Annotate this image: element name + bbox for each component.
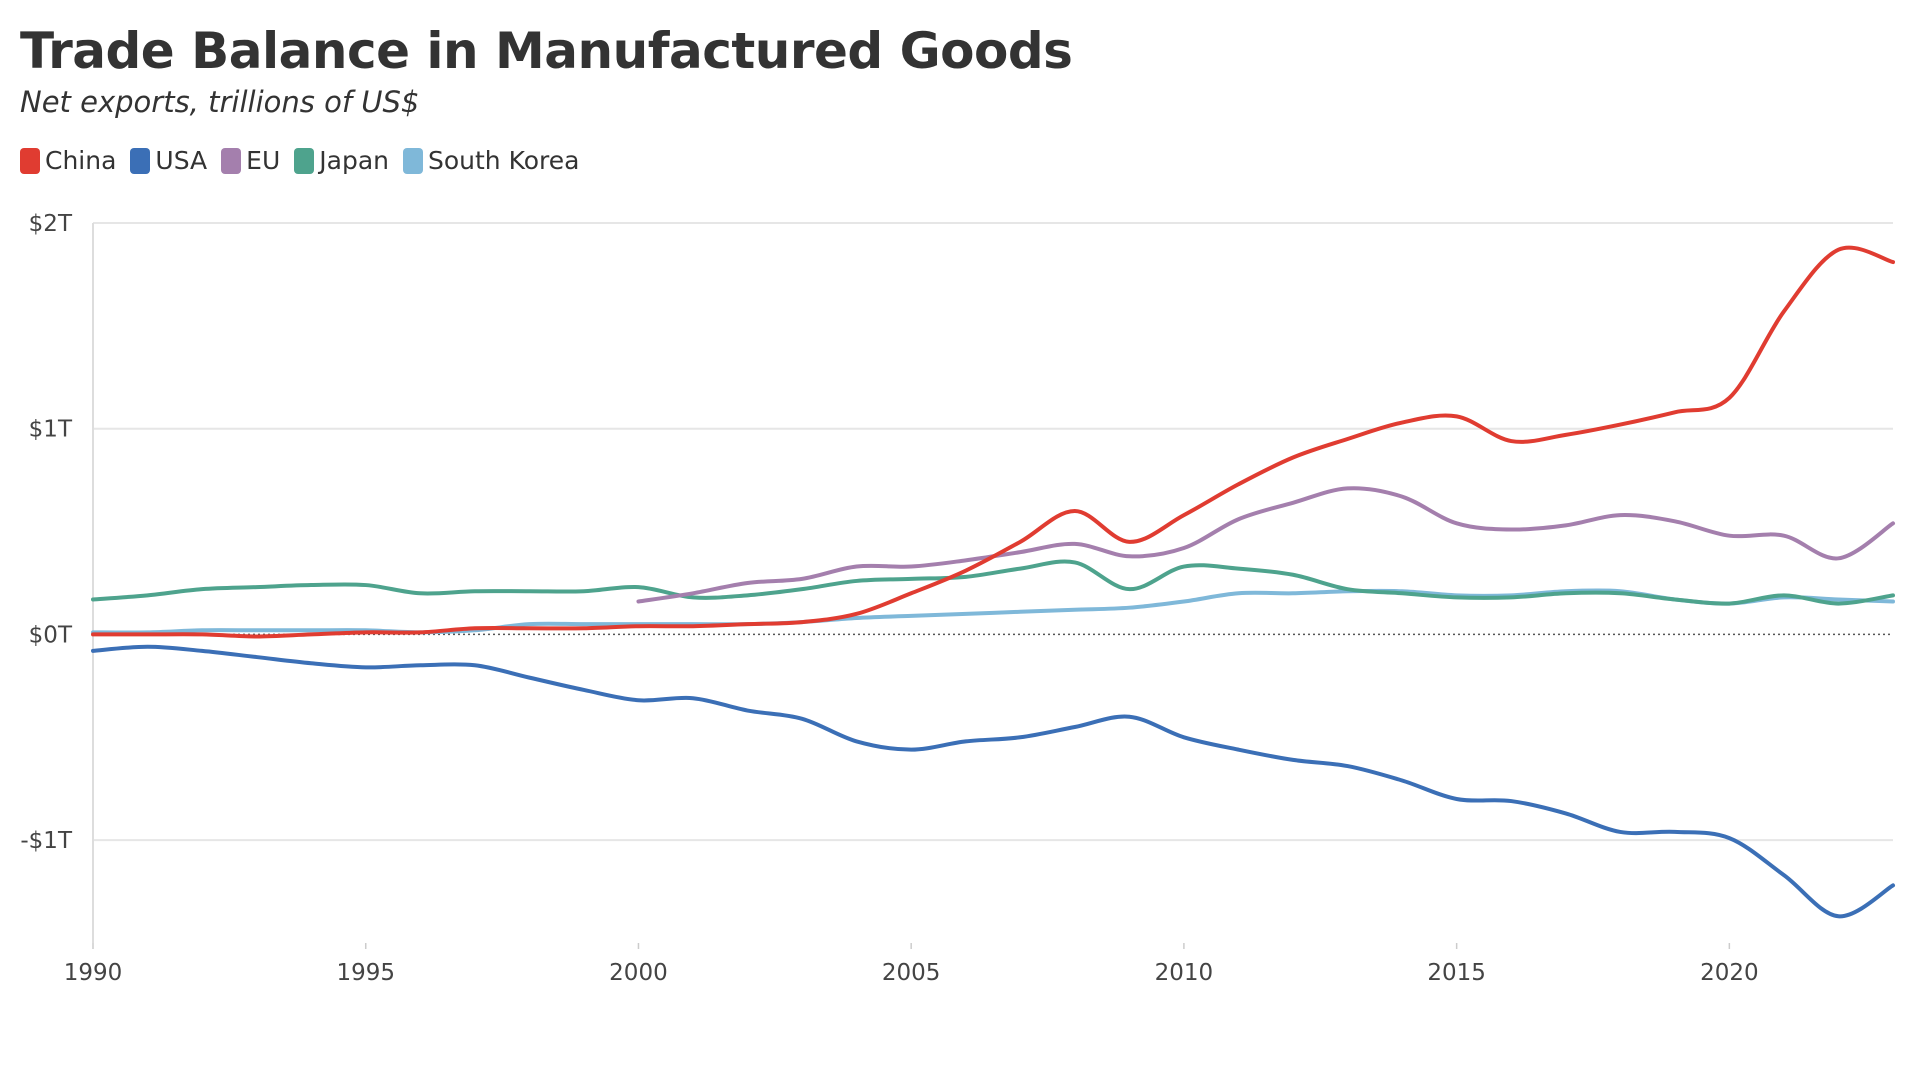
legend-swatch — [20, 147, 40, 174]
legend-item-china: China — [20, 146, 116, 175]
series-line-south-korea — [91, 588, 1895, 635]
legend-swatch — [294, 147, 315, 174]
legend-swatch — [130, 147, 151, 174]
series-line-japan — [91, 559, 1895, 606]
legend-item-usa: USA — [130, 146, 207, 175]
x-tick-label: 2015 — [1427, 960, 1486, 986]
x-tick-label: 1990 — [64, 960, 123, 986]
y-tick-label: -$1T — [20, 828, 73, 854]
legend-item-japan: Japan — [294, 146, 389, 175]
y-tick-label: $0T — [29, 622, 73, 648]
axes — [92, 223, 1731, 949]
chart-legend: China USA EU Japan South Korea — [20, 146, 593, 175]
x-tick-label: 2020 — [1700, 960, 1759, 986]
legend-label: EU — [246, 146, 281, 175]
legend-item-south-korea: South Korea — [403, 146, 579, 175]
chart-title: Trade Balance in Manufactured Goods — [20, 22, 1073, 80]
x-tick-label: 2005 — [882, 960, 941, 986]
x-tick-label: 2000 — [609, 960, 668, 986]
series-lines — [91, 245, 1895, 919]
series-line-china — [91, 245, 1895, 639]
x-tick-label: 2010 — [1155, 960, 1214, 986]
legend-label: China — [45, 146, 117, 175]
chart-subtitle: Net exports, trillions of US$ — [20, 85, 420, 119]
y-tick-label: $2T — [29, 211, 73, 237]
series-line-usa — [91, 644, 1895, 919]
legend-item-eu: EU — [221, 146, 280, 175]
x-tick-label: 1995 — [336, 960, 395, 986]
legend-swatch — [403, 147, 423, 174]
y-tick-label: $1T — [29, 417, 73, 443]
chart-header: Trade Balance in Manufactured Goods Net … — [20, 18, 1900, 120]
tick-labels: $2T $1T $0T -$1T 1990 1995 2000 2005 2010 2015 202… — [20, 211, 1758, 986]
legend-label: USA — [155, 146, 208, 175]
legend-swatch — [221, 147, 242, 174]
series-line-eu — [636, 486, 1895, 604]
grid-lines — [93, 222, 1893, 842]
legend-label: South Korea — [428, 146, 580, 175]
legend-label: Japan — [319, 146, 389, 175]
